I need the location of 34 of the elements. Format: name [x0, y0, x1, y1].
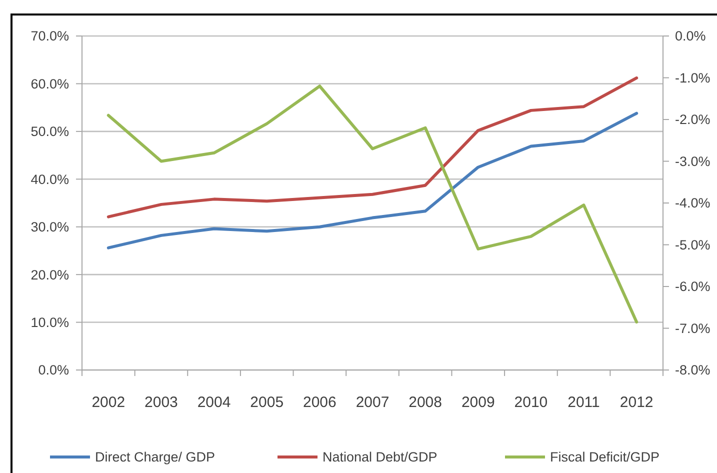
y-tick-label: 0.0%: [38, 362, 69, 378]
y2-tick-label: -2.0%: [675, 112, 710, 128]
x-tick-label: 2007: [356, 394, 390, 411]
y2-tick-label: -4.0%: [675, 196, 710, 211]
x-tick-label: 2010: [514, 394, 548, 411]
y-tick-label: 40.0%: [30, 172, 69, 187]
y-tick-label: 10.0%: [30, 315, 69, 330]
legend-label: Direct Charge/ GDP: [95, 450, 216, 465]
y2-tick-label: 0.0%: [675, 28, 706, 44]
line-series: [106, 112, 638, 250]
x-tick-label: 2012: [620, 394, 654, 411]
x-tick-label: 2009: [461, 394, 495, 411]
y-tick-label: 60.0%: [30, 76, 69, 92]
y2-tick-label: -5.0%: [675, 237, 710, 252]
x-tick-label: 2008: [408, 394, 442, 411]
x-tick-label: 2005: [250, 394, 284, 411]
y2-tick-label: -1.0%: [675, 70, 710, 86]
legend-label: National Debt/GDP: [322, 450, 438, 465]
y2-tick-label: -8.0%: [675, 362, 710, 378]
x-tick-label: 2003: [144, 394, 178, 411]
y-tick-label: 70.0%: [30, 28, 69, 44]
line-series: [106, 84, 638, 324]
y-tick-label: 50.0%: [30, 124, 69, 140]
y2-tick-label: -3.0%: [675, 154, 710, 169]
y2-tick-label: -6.0%: [675, 279, 710, 294]
x-tick-label: 2011: [568, 394, 600, 411]
x-tick-label: 2006: [302, 394, 336, 411]
x-tick-label: 2002: [92, 394, 126, 411]
y-tick-label: 30.0%: [30, 220, 69, 235]
x-tick-label: 2004: [197, 394, 231, 411]
legend-label: Fiscal Deficit/GDP: [550, 450, 660, 465]
line-series: [106, 76, 638, 218]
y-tick-label: 20.0%: [30, 267, 69, 282]
y2-tick-label: -7.0%: [675, 320, 710, 336]
